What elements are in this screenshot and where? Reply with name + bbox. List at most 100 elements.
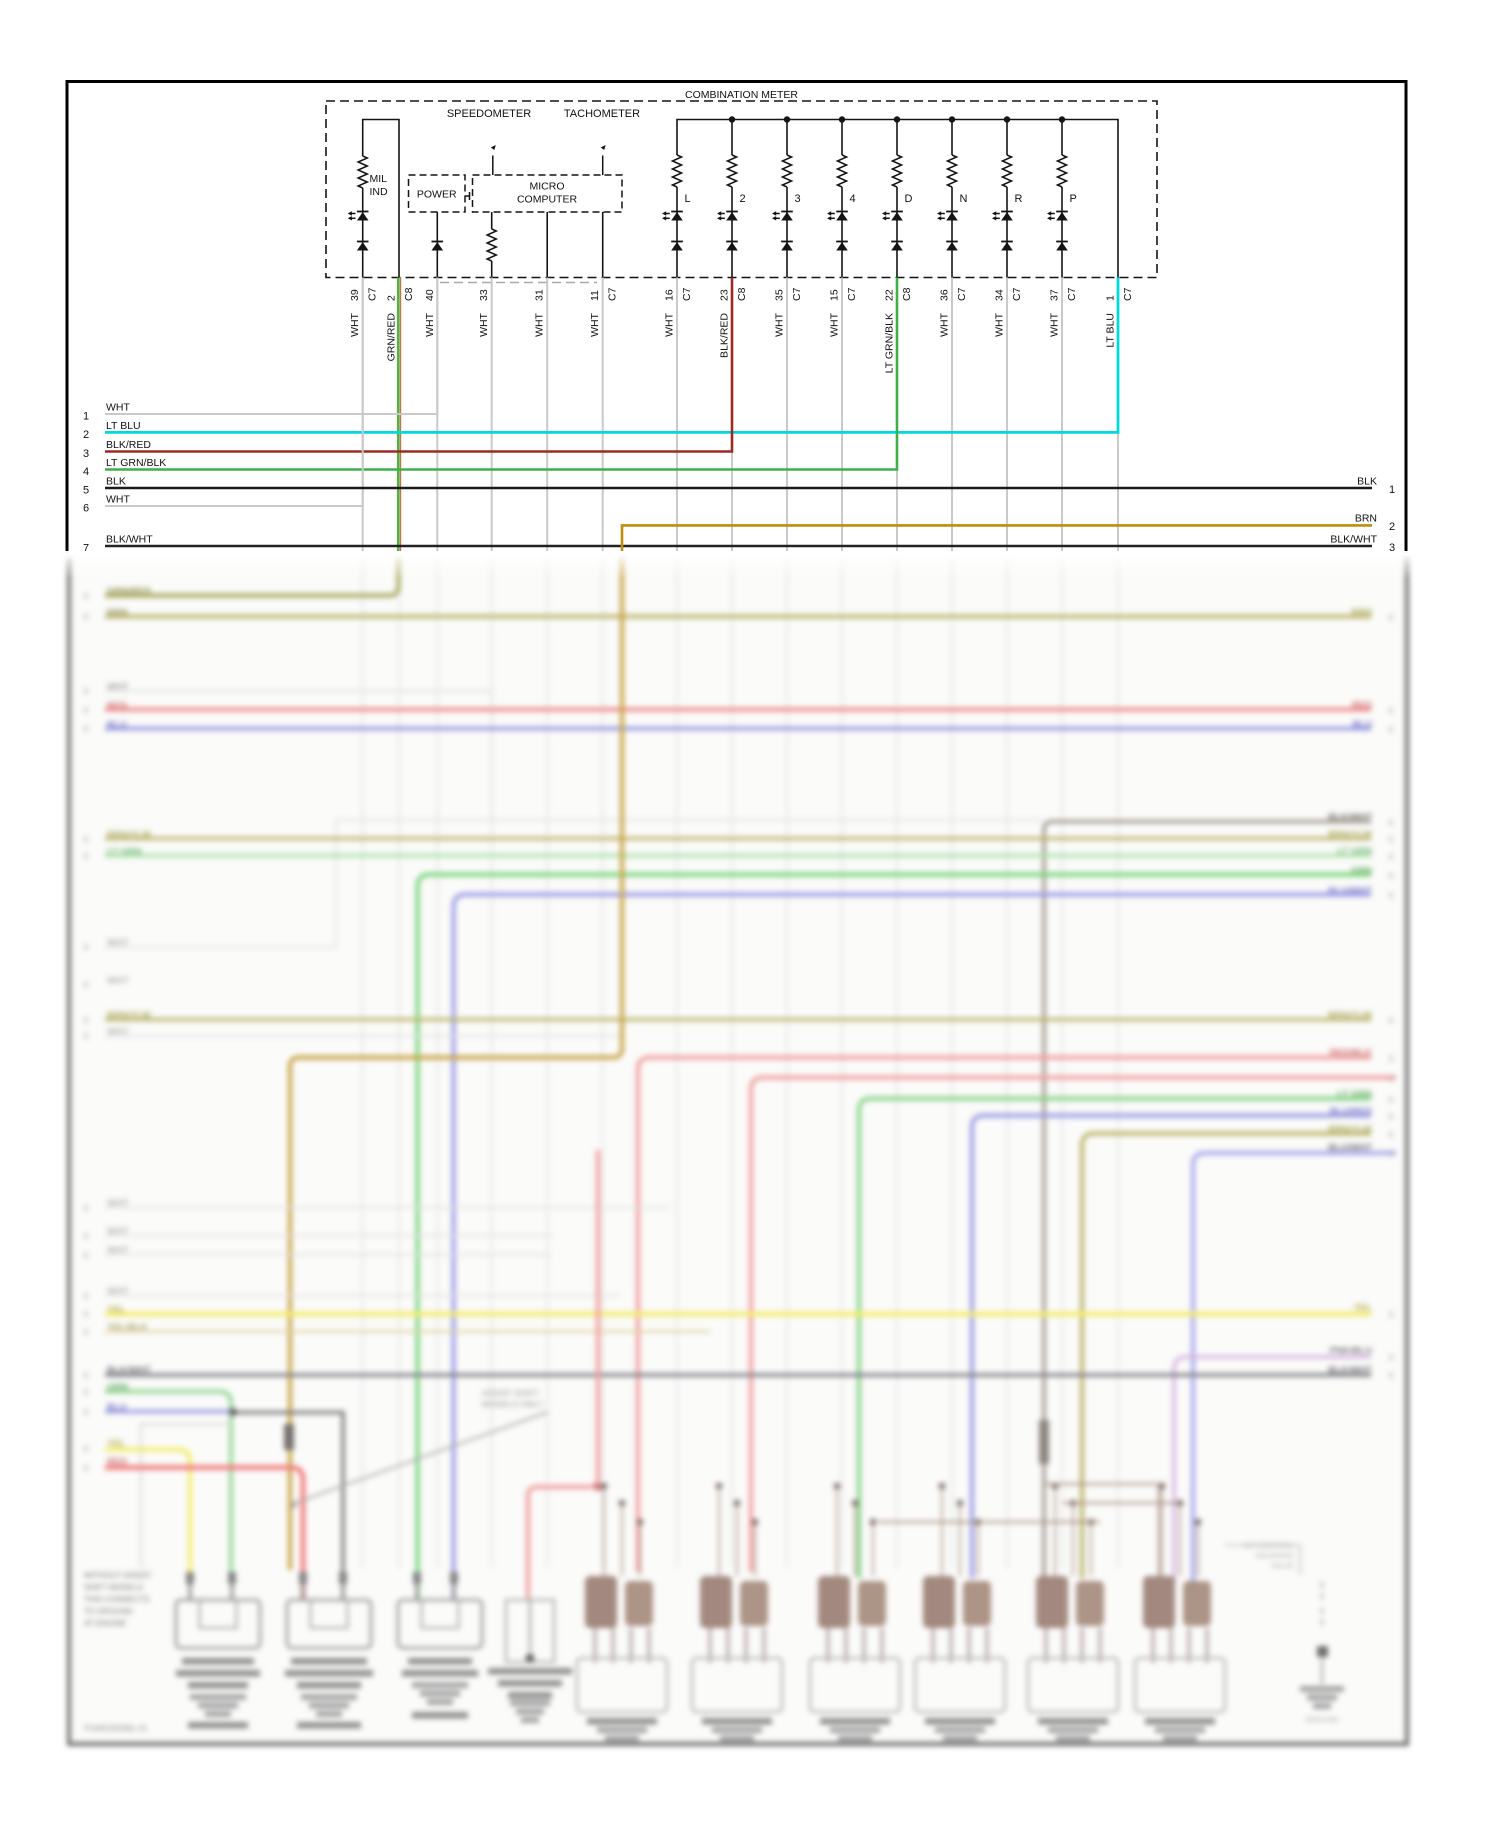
svg-text:RED: RED [1352,700,1372,711]
svg-text:SOLENOID: SOLENOID [1255,1551,1294,1560]
svg-text:BRN/YLW: BRN/YLW [107,1010,151,1021]
svg-text:C7: C7 [846,287,858,301]
svg-text:N: N [960,193,968,205]
svg-text:8: 8 [1389,1371,1394,1381]
svg-text:4: 4 [83,466,89,478]
svg-text:39: 39 [349,289,361,301]
svg-text:15: 15 [829,289,841,301]
svg-text:8: 8 [1389,1054,1394,1064]
svg-text:POWER: POWER [417,189,457,201]
svg-text:33: 33 [478,289,490,301]
svg-text:BRN: BRN [107,608,128,619]
svg-text:3: 3 [83,448,89,460]
svg-text:RED/BLK: RED/BLK [1330,1048,1372,1059]
svg-text:8: 8 [84,1463,89,1473]
svg-text:C7: C7 [1066,287,1078,301]
svg-text:8: 8 [84,1309,89,1319]
svg-text:MICRO: MICRO [530,181,565,193]
svg-text:C7: C7 [1122,287,1134,301]
svg-text:8: 8 [1389,1353,1394,1363]
svg-text:BLK/WHT: BLK/WHT [106,534,153,546]
svg-text:LT BLU: LT BLU [106,420,141,432]
svg-text:8: 8 [1389,1016,1394,1026]
svg-text:16: 16 [664,289,676,301]
svg-text:8: 8 [1389,706,1394,716]
svg-text:3: 3 [1389,542,1395,554]
svg-text:SPEEDOMETER: SPEEDOMETER [447,108,531,120]
svg-text:WITHOUT ASSIST: WITHOUT ASSIST [84,1571,152,1580]
svg-text:C7: C7 [367,287,379,301]
svg-text:YEL: YEL [107,1305,126,1316]
svg-text:8: 8 [1389,1130,1394,1140]
svg-text:C7: C7 [791,287,803,301]
svg-text:WHT: WHT [107,1245,129,1256]
svg-text:WHT: WHT [107,976,129,987]
svg-text:8: 8 [1389,835,1394,845]
svg-text:BLU/WHT: BLU/WHT [1328,886,1372,897]
svg-text:8: 8 [1389,1112,1394,1122]
svg-text:P: P [1070,193,1077,205]
svg-text:8: 8 [84,1015,89,1025]
svg-text:8: 8 [84,591,89,601]
svg-text:8: 8 [84,1231,89,1241]
svg-text:BLK/WHT: BLK/WHT [1330,534,1377,546]
svg-text:IND: IND [370,186,389,198]
svg-text:BLU: BLU [107,1402,127,1413]
svg-text:LT GRN: LT GRN [1337,846,1372,857]
svg-text:WHT: WHT [107,1286,129,1297]
svg-text:8: 8 [1389,852,1394,862]
svg-text:BLK/WHT: BLK/WHT [1328,812,1372,823]
svg-text:8: 8 [84,942,89,952]
svg-text:8: 8 [84,1327,89,1337]
svg-text:8: 8 [84,705,89,715]
svg-text:YEL: YEL [1354,1303,1373,1314]
svg-text:GRN/RED: GRN/RED [386,313,398,362]
svg-text:WHT: WHT [939,312,951,336]
svg-text:1: 1 [1105,295,1117,301]
svg-text:C8: C8 [901,287,913,301]
svg-text:MODELS ONLY: MODELS ONLY [482,1399,543,1409]
svg-text:WHT: WHT [424,312,436,336]
svg-text:BLK/WHT: BLK/WHT [107,1365,151,1376]
svg-text:11: 11 [589,290,601,301]
svg-text:BRN/YLW: BRN/YLW [1328,1010,1372,1021]
svg-text:C7: C7 [956,287,968,301]
svg-text:35: 35 [774,289,786,301]
svg-text:AT ENGINE: AT ENGINE [84,1619,126,1628]
svg-text:8: 8 [84,686,89,696]
svg-text:8: 8 [84,834,89,844]
svg-text:31: 31 [534,289,546,301]
svg-text:6: 6 [83,503,89,515]
svg-text:8: 8 [1389,1095,1394,1105]
svg-text:8: 8 [84,1444,89,1454]
svg-text:23: 23 [719,289,731,301]
svg-text:LT GRN: LT GRN [107,847,142,858]
svg-text:C8: C8 [403,287,415,301]
svg-text:BLU: BLU [107,720,127,731]
svg-text:LT BLU: LT BLU [1105,313,1117,348]
svg-text:BRN: BRN [1355,513,1377,525]
svg-text:2: 2 [83,429,89,441]
svg-text:L: L [685,193,691,205]
svg-text:8: 8 [1389,891,1394,901]
svg-text:D: D [905,193,913,205]
svg-text:8: 8 [84,1407,89,1417]
svg-text:2: 2 [740,193,746,205]
svg-text:BRN/YLW: BRN/YLW [107,830,151,841]
svg-text:YEL/BLK: YEL/BLK [107,1322,148,1333]
svg-text:BRN: BRN [1351,607,1372,618]
svg-text:COMBINATION METER: COMBINATION METER [685,89,798,101]
svg-text:BLU: BLU [1352,719,1372,730]
svg-text:WHT: WHT [829,312,841,336]
svg-text:4: 4 [850,193,856,205]
svg-text:MIL: MIL [370,173,388,185]
svg-text:7: 7 [83,543,89,555]
svg-text:R: R [1015,193,1023,205]
svg-text:8: 8 [1389,1149,1394,1159]
svg-text:BLU/WHT: BLU/WHT [1328,1143,1372,1154]
svg-text:8: 8 [84,1387,89,1397]
svg-text:RED: RED [107,1457,127,1468]
svg-text:BLK/WHT: BLK/WHT [1328,1365,1372,1376]
svg-text:8: 8 [84,980,89,990]
svg-text:RED: RED [107,701,127,712]
